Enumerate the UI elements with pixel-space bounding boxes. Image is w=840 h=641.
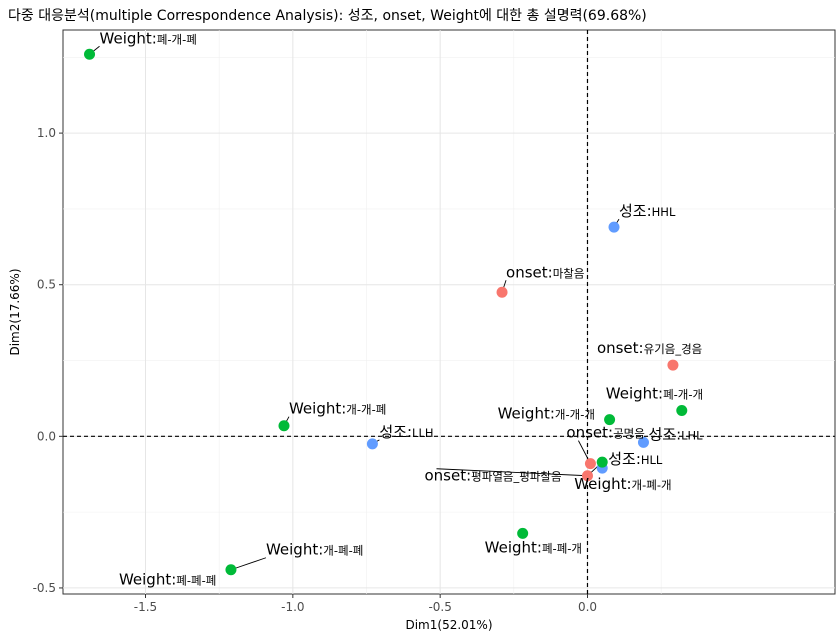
data-label: onset:공명음 bbox=[566, 424, 644, 442]
x-tick-label: -0.5 bbox=[428, 600, 451, 614]
data-label: Weight:폐-개-개 bbox=[606, 385, 703, 403]
data-label: Weight:폐-폐-개 bbox=[485, 538, 582, 556]
reference-lines bbox=[63, 30, 835, 594]
y-axis-label: Dim2(17.66%) bbox=[8, 268, 22, 355]
data-labels: Weight:폐-개-폐성조:HHL onset:마찰음 onset:유기음_경음 W… bbox=[100, 29, 704, 588]
data-point bbox=[584, 458, 596, 470]
x-tick-label: -1.5 bbox=[134, 600, 157, 614]
chart-title: 다중 대응분석(multiple Correspondence Analysis… bbox=[8, 8, 647, 24]
data-point bbox=[596, 456, 608, 468]
x-axis-label: Dim1(52.01%) bbox=[405, 618, 492, 632]
y-tick-label: 0.0 bbox=[37, 429, 56, 443]
data-label: 성조:LHL bbox=[648, 425, 703, 443]
data-point bbox=[604, 414, 616, 426]
data-point bbox=[637, 436, 649, 448]
data-point bbox=[278, 420, 290, 432]
data-point bbox=[84, 48, 96, 60]
data-point bbox=[366, 438, 378, 450]
data-label: Weight:개-폐-폐 bbox=[266, 541, 363, 559]
data-label: 성조:HHL bbox=[619, 202, 676, 220]
data-label: onset:마찰음 bbox=[506, 263, 584, 281]
data-point bbox=[581, 470, 593, 482]
y-tick-label: 0.5 bbox=[37, 278, 56, 292]
data-point bbox=[496, 286, 508, 298]
plot-panel bbox=[62, 29, 836, 595]
label-leader-line bbox=[230, 557, 267, 571]
data-label: 성조:LLH bbox=[379, 423, 433, 441]
data-label: Weight:폐-폐-폐 bbox=[119, 571, 216, 589]
data-label: onset:평파열음_평파찰음 bbox=[424, 467, 561, 485]
data-label: Weight:개-폐-개 bbox=[574, 475, 671, 493]
data-point bbox=[517, 527, 529, 539]
label-leader-line bbox=[436, 468, 588, 477]
data-label: onset:유기음_경음 bbox=[597, 339, 702, 357]
data-point bbox=[667, 359, 679, 371]
data-point bbox=[676, 405, 688, 417]
data-label: 성조:HLL bbox=[608, 450, 663, 468]
data-label: Weight:개-개-폐 bbox=[289, 400, 386, 418]
x-tick-label: -1.0 bbox=[281, 600, 304, 614]
y-tick-label: 1.0 bbox=[37, 126, 56, 140]
data-label: Weight:개-개-개 bbox=[498, 405, 595, 423]
axes: -1.5 -1.0 -0.5 0.0 -0.5 0.0 0.5 1.0 bbox=[33, 126, 597, 614]
y-tick-label: -0.5 bbox=[33, 581, 56, 595]
data-points bbox=[84, 48, 688, 576]
x-tick-label: 0.0 bbox=[578, 600, 597, 614]
data-point bbox=[608, 221, 620, 233]
data-label: Weight:폐-개-폐 bbox=[100, 29, 197, 47]
data-point bbox=[225, 564, 237, 576]
